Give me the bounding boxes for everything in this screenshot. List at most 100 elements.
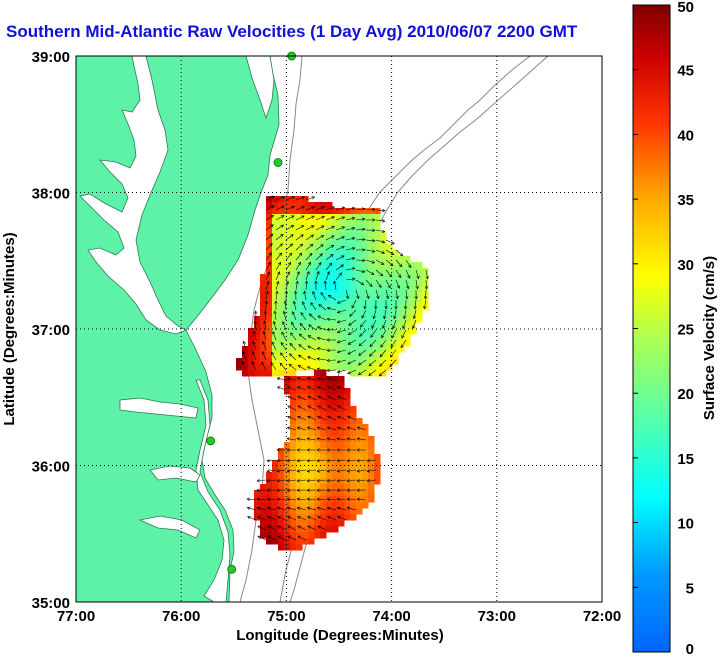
velocity-cell <box>260 370 267 377</box>
velocity-arrow-head <box>361 217 366 221</box>
velocity-arrow <box>347 507 357 511</box>
velocity-arrow <box>389 359 397 367</box>
velocity-cell <box>362 268 369 275</box>
velocity-arrow <box>358 339 367 347</box>
velocity-cell <box>350 418 357 425</box>
velocity-arrow-head <box>368 372 372 376</box>
velocity-cell <box>266 472 273 479</box>
velocity-arrow <box>297 516 307 521</box>
velocity-arrow-head <box>316 426 321 430</box>
velocity-arrow <box>347 427 357 431</box>
velocity-cell <box>302 358 309 365</box>
velocity-arrow <box>296 459 307 462</box>
velocity-cell <box>362 352 369 359</box>
velocity-arrow <box>355 239 366 241</box>
velocity-cell <box>290 526 297 533</box>
velocity-arrow-head <box>277 271 281 275</box>
velocity-cell <box>368 214 375 221</box>
velocity-arrow-head <box>306 458 310 463</box>
velocity-cell <box>272 466 279 473</box>
velocity-arrow <box>305 253 313 261</box>
velocity-arrow <box>371 319 377 329</box>
velocity-cell <box>356 214 363 221</box>
velocity-arrow-head <box>338 272 342 276</box>
velocity-arrow <box>335 236 345 241</box>
velocity-cell <box>302 388 309 395</box>
velocity-cell <box>332 466 339 473</box>
velocity-arrow <box>282 321 287 331</box>
velocity-arrow-head <box>326 368 330 373</box>
velocity-cell <box>320 448 327 455</box>
velocity-cell <box>320 292 327 299</box>
velocity-arrow-head <box>298 252 303 257</box>
velocity-arrow <box>335 207 345 211</box>
velocity-arrow-head <box>383 315 387 320</box>
velocity-arrow <box>365 239 376 242</box>
velocity-cell <box>332 472 339 479</box>
x-tick-label: 74:00 <box>372 608 410 625</box>
velocity-arrow-head <box>275 290 279 295</box>
velocity-cell <box>386 304 393 311</box>
velocity-cell <box>290 262 297 269</box>
velocity-cell <box>320 502 327 509</box>
velocity-arrow <box>277 469 287 472</box>
velocity-cell <box>356 346 363 353</box>
velocity-cell <box>344 256 351 263</box>
velocity-arrow <box>357 469 367 472</box>
velocity-cell <box>314 370 321 377</box>
velocity-cell <box>284 244 291 251</box>
velocity-cell <box>380 280 387 287</box>
velocity-arrow-head <box>384 306 388 310</box>
velocity-cell <box>344 394 351 401</box>
velocity-arrow-head <box>337 516 341 520</box>
velocity-arrow-head <box>281 205 285 209</box>
velocity-cell <box>290 520 297 527</box>
velocity-arrow <box>335 216 345 221</box>
velocity-arrow <box>295 243 303 251</box>
velocity-arrow-head <box>290 215 295 219</box>
velocity-arrow-head <box>301 205 305 210</box>
velocity-arrow <box>307 507 317 511</box>
velocity-arrow-head <box>310 225 315 229</box>
velocity-cell <box>272 256 279 263</box>
velocity-cell <box>314 274 321 281</box>
velocity-arrow <box>364 299 367 309</box>
velocity-arrow-head <box>360 281 365 286</box>
velocity-cell <box>260 526 267 533</box>
velocity-cell <box>260 328 267 335</box>
velocity-arrow-head <box>321 215 325 219</box>
velocity-arrow <box>287 395 297 401</box>
velocity-cell <box>272 508 279 515</box>
velocity-cell <box>320 472 327 479</box>
velocity-cell <box>368 256 375 263</box>
velocity-cell <box>398 346 405 353</box>
velocity-arrow <box>337 479 347 482</box>
velocity-arrow <box>335 264 344 271</box>
velocity-arrow <box>287 516 297 521</box>
velocity-cell <box>344 364 351 371</box>
velocity-arrow <box>305 243 314 251</box>
velocity-cell <box>332 322 339 329</box>
velocity-cell <box>374 250 381 257</box>
velocity-cell <box>320 442 327 449</box>
velocity-cell <box>278 316 285 323</box>
velocity-cell <box>338 214 345 221</box>
velocity-cell <box>272 340 279 347</box>
velocity-cell <box>302 508 309 515</box>
velocity-cell <box>326 286 333 293</box>
velocity-arrow-head <box>251 361 255 365</box>
velocity-arrow <box>252 351 257 361</box>
velocity-arrow-head <box>331 206 336 210</box>
velocity-arrow-head <box>372 218 376 222</box>
velocity-cell <box>302 286 309 293</box>
velocity-arrow-head <box>369 353 373 357</box>
velocity-arrow <box>287 507 297 511</box>
velocity-cell <box>362 238 369 245</box>
velocity-arrow-head <box>376 295 380 300</box>
velocity-arrow-head <box>306 270 310 275</box>
velocity-arrow-head <box>311 196 316 200</box>
velocity-arrow <box>295 215 305 221</box>
velocity-cell <box>284 472 291 479</box>
velocity-cell <box>338 208 345 215</box>
velocity-cell <box>278 466 285 473</box>
